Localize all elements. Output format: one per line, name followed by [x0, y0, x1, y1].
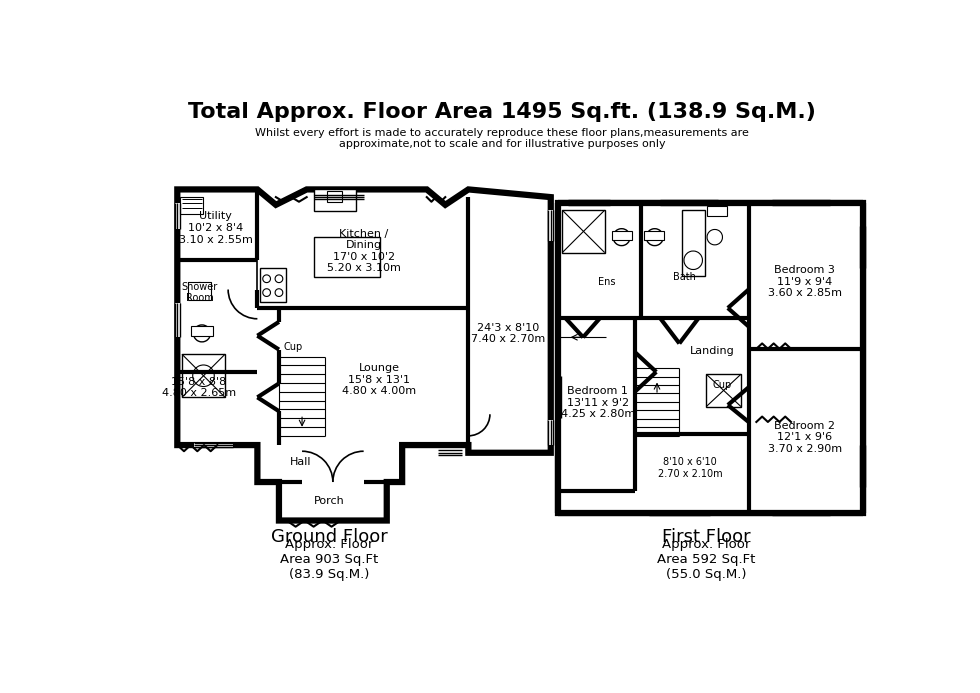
Text: Total Approx. Floor Area 1495 Sq.ft. (138.9 Sq.M.): Total Approx. Floor Area 1495 Sq.ft. (13…: [188, 103, 816, 123]
Bar: [191, 326, 213, 335]
Text: Utility
10'2 x 8'4
3.10 x 2.55m: Utility 10'2 x 8'4 3.10 x 2.55m: [179, 211, 253, 245]
Bar: [549, 210, 553, 241]
Bar: [860, 445, 865, 487]
Text: 24'3 x 8'10
7.40 x 2.70m: 24'3 x 8'10 7.40 x 2.70m: [470, 323, 545, 344]
Bar: [182, 354, 225, 397]
Bar: [567, 200, 611, 205]
Bar: [175, 303, 179, 337]
Text: Ens: Ens: [598, 277, 615, 287]
Bar: [438, 450, 463, 455]
Polygon shape: [559, 202, 862, 513]
Text: Whilst every effort is made to accurately reproduce these floor plans,measuremen: Whilst every effort is made to accuratel…: [256, 128, 749, 150]
Bar: [560, 204, 861, 511]
Bar: [644, 231, 664, 240]
Bar: [314, 189, 356, 211]
Bar: [315, 237, 380, 277]
Text: Bedroom 2
12'1 x 9'6
3.70 x 2.90m: Bedroom 2 12'1 x 9'6 3.70 x 2.90m: [767, 421, 842, 454]
Text: Kitchen /
Dining
17'0 x 10'2
5.20 x 3.10m: Kitchen / Dining 17'0 x 10'2 5.20 x 3.10…: [326, 229, 401, 274]
Bar: [180, 197, 204, 214]
Text: Ground Floor: Ground Floor: [270, 529, 387, 547]
Bar: [860, 226, 865, 268]
Bar: [563, 210, 605, 252]
Bar: [661, 200, 717, 205]
Bar: [326, 191, 342, 202]
Text: Hall: Hall: [290, 457, 312, 467]
Bar: [557, 376, 561, 418]
Text: First Floor: First Floor: [662, 529, 751, 547]
Polygon shape: [177, 189, 551, 520]
Bar: [649, 511, 710, 515]
Text: Landing: Landing: [690, 346, 735, 356]
Text: Bedroom 3
11'9 x 9'4
3.60 x 2.85m: Bedroom 3 11'9 x 9'4 3.60 x 2.85m: [768, 265, 842, 299]
Bar: [194, 443, 233, 448]
Bar: [612, 231, 632, 240]
Text: 15'8 x 8'8
4.80 x 2.65m: 15'8 x 8'8 4.80 x 2.65m: [162, 376, 236, 398]
Bar: [682, 210, 705, 276]
Bar: [772, 511, 829, 515]
Bar: [772, 200, 829, 205]
Text: Bath: Bath: [673, 272, 696, 282]
Bar: [260, 268, 286, 302]
Text: Porch: Porch: [314, 496, 344, 507]
Bar: [175, 202, 179, 229]
Bar: [188, 282, 212, 300]
Text: Bedroom 1
13'11 x 9'2
4.25 x 2.80m: Bedroom 1 13'11 x 9'2 4.25 x 2.80m: [561, 386, 635, 419]
Bar: [708, 207, 727, 216]
Bar: [314, 195, 364, 200]
Text: 8'10 x 6'10
2.70 x 2.10m: 8'10 x 6'10 2.70 x 2.10m: [658, 457, 722, 479]
Text: Cup: Cup: [283, 342, 303, 351]
Text: Approx. Floor
Area 903 Sq.Ft
(83.9 Sq.M.): Approx. Floor Area 903 Sq.Ft (83.9 Sq.M.…: [280, 538, 378, 581]
Text: Shower
Room: Shower Room: [181, 282, 218, 304]
Text: Cup: Cup: [712, 380, 731, 390]
Bar: [549, 421, 553, 445]
Text: Lounge
15'8 x 13'1
4.80 x 4.00m: Lounge 15'8 x 13'1 4.80 x 4.00m: [342, 363, 416, 396]
Text: Approx. Floor
Area 592 Sq.Ft
(55.0 Sq.M.): Approx. Floor Area 592 Sq.Ft (55.0 Sq.M.…: [658, 538, 756, 581]
Bar: [707, 374, 741, 407]
